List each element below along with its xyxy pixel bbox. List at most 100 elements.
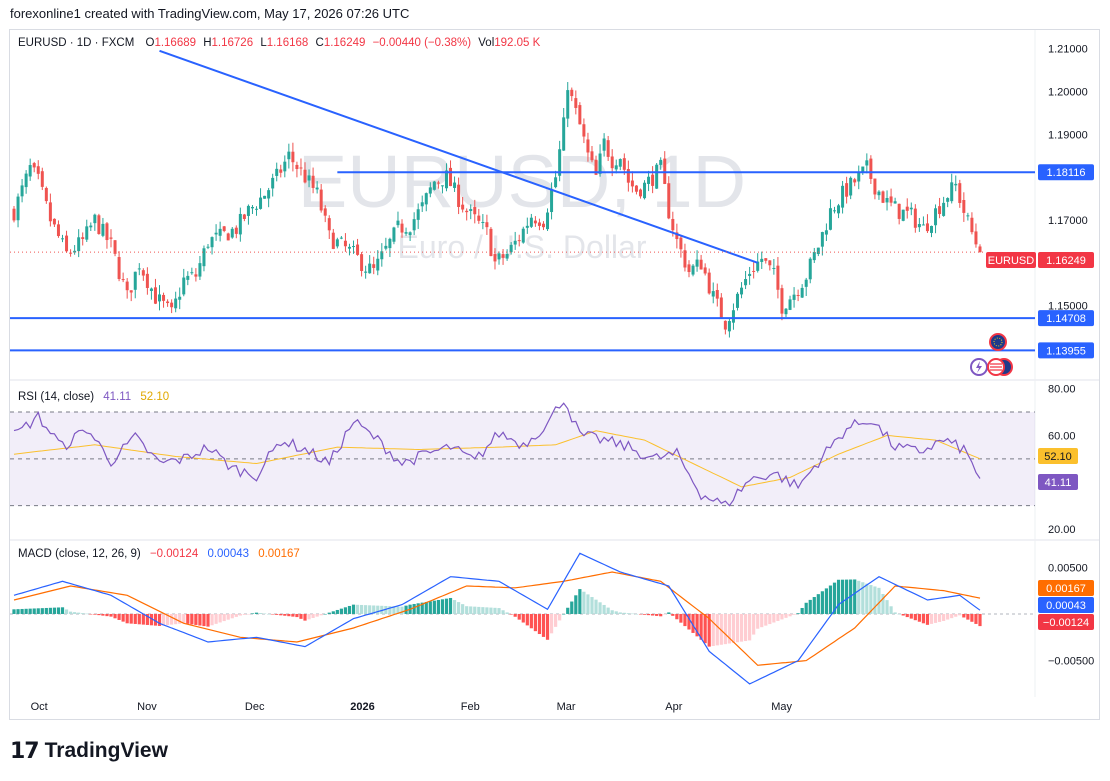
macd-hist-bar [335, 609, 339, 614]
candle-body [113, 240, 117, 254]
candle-body [942, 202, 946, 216]
macd-hist-bar [311, 613, 315, 618]
macd-hist-bar [772, 613, 776, 623]
macd-hist-bar [929, 613, 934, 624]
macd-hist-bar [89, 613, 93, 615]
macd-hist-bar [404, 605, 408, 614]
us-flag-stripes-icon [990, 363, 1002, 371]
candle-body [590, 151, 594, 161]
rsi-tick-label: 20.00 [1048, 524, 1076, 536]
candle-body [643, 182, 647, 199]
economic-events-icons[interactable] [970, 333, 1013, 376]
candle-body [824, 230, 828, 235]
macd-hist-bar [840, 579, 845, 614]
candle-body [230, 228, 234, 238]
macd-hist-bar [541, 613, 546, 637]
candle-body [695, 259, 699, 267]
candle-body [796, 295, 800, 297]
macd-hist-bar [477, 606, 481, 614]
macd-hist-bar [40, 608, 44, 614]
macd-hist-bar [533, 613, 537, 632]
macd-hist-bar [465, 606, 469, 614]
macd-hist-bar [60, 607, 65, 614]
candle-body [117, 257, 121, 279]
macd-hist-bar [291, 613, 295, 617]
macd-hist-bar [32, 608, 36, 614]
candle-body [881, 191, 885, 203]
candle-body [81, 237, 85, 239]
downtrend-line[interactable] [159, 49, 759, 264]
candle-body [392, 227, 396, 242]
lightning-bolt-icon [976, 361, 982, 373]
candle-body [744, 279, 748, 286]
candle-body [347, 246, 351, 249]
macd-hist-bar [388, 606, 392, 614]
macd-hist-bar [723, 613, 727, 645]
horizontal-levels[interactable]: 1.18116 1.14708 1.13955 [10, 164, 1094, 359]
macd-hist-bar [218, 613, 222, 623]
macd-hist-bar [359, 604, 364, 614]
candle-body [776, 265, 780, 290]
candle-body [56, 224, 60, 237]
candle-body [12, 208, 16, 221]
candle-body [703, 267, 707, 274]
candle-body [291, 151, 295, 163]
macd-hist-bar [537, 613, 542, 635]
macd-hist-bar [735, 613, 740, 643]
candle-body [469, 209, 473, 212]
macd-hist-bar [178, 613, 182, 624]
candle-body [473, 207, 477, 215]
symbol-tag-label: EURUSD [988, 255, 1035, 267]
candle-body [137, 268, 141, 270]
macd-hist-bar [48, 607, 52, 614]
macd-hist-bar [283, 613, 287, 616]
candle-body [85, 226, 89, 240]
macd-hist-bar [287, 613, 291, 617]
macd-hist-bar [473, 606, 477, 614]
macd-hist-bar [420, 602, 424, 614]
macd-hist-bar [937, 613, 942, 622]
macd-hist-bar [242, 613, 246, 615]
time-axis[interactable]: Oct Nov Dec 2026 Feb Mar Apr May [31, 701, 793, 713]
macd-hist-bar [501, 610, 505, 614]
macd-hist-bar [149, 613, 154, 626]
rsi-axis-ticks: 80.00 60.00 20.00 [1048, 384, 1076, 536]
macd-hist-bar [125, 613, 129, 624]
candle-body [222, 226, 226, 231]
candle-body [36, 166, 40, 174]
candle-body [218, 228, 222, 236]
candle-body [105, 223, 109, 241]
candle-body [194, 274, 198, 277]
candle-body [477, 215, 481, 221]
macd-hist-bar [780, 613, 784, 620]
candle-body [339, 237, 343, 239]
macd-hist-bar [857, 580, 861, 614]
macd-hist-bar [808, 599, 812, 614]
candle-body [974, 231, 978, 245]
macd-hist-bar [319, 613, 323, 616]
tradingview-logo[interactable]: 17 TradingView [10, 738, 168, 764]
candle-body [295, 164, 299, 170]
candle-body [740, 287, 744, 295]
time-axis-label: Dec [245, 701, 265, 713]
macd-hist-bar [933, 613, 938, 623]
candle-body [453, 182, 457, 188]
candle-body [327, 218, 331, 231]
candle-body [651, 174, 655, 186]
macd-hist-bar [77, 612, 81, 614]
candle-body [828, 208, 832, 230]
candle-body [101, 223, 105, 236]
candle-body [493, 254, 497, 262]
macd-hist-bar [861, 582, 865, 614]
high-value: 1.16726 [212, 37, 254, 49]
candle-body [77, 237, 81, 252]
chart-attribution-header: forexonline1 created with TradingView.co… [10, 6, 410, 21]
candle-body [109, 237, 113, 239]
macd-hist-bar [978, 613, 982, 627]
macd-hist-bar [707, 613, 711, 647]
macd-hist-bar [942, 613, 946, 621]
macd-hist-bar [824, 588, 829, 614]
candle-body [768, 260, 772, 266]
candle-body [630, 180, 634, 187]
